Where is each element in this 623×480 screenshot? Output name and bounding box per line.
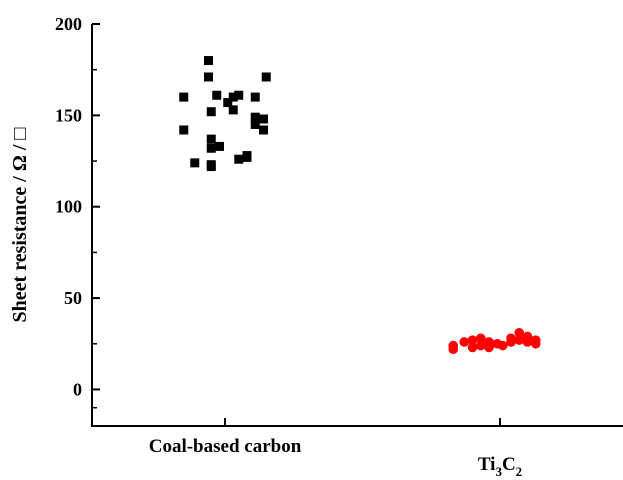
data-point-circle <box>467 335 478 345</box>
data-point-square <box>223 98 233 108</box>
data-point-square <box>228 105 238 115</box>
data-point-square <box>206 143 216 153</box>
data-point-square <box>215 141 224 151</box>
data-point-square <box>250 92 260 102</box>
y-tick-label: 150 <box>55 105 82 125</box>
data-point-square <box>261 72 271 82</box>
data-point-circle <box>514 328 525 338</box>
y-tick-label: 50 <box>64 288 82 308</box>
data-point-square <box>228 92 238 102</box>
data-point-square <box>250 112 260 122</box>
data-point-circle <box>467 342 478 353</box>
y-axis: 0 50 100 150 200 <box>55 14 100 409</box>
data-point-square <box>206 134 216 144</box>
data-point-square <box>179 92 189 102</box>
x-axis: Coal-based carbon Ti3C2 <box>149 418 522 479</box>
x-tick-label: Ti3C2 <box>478 454 522 479</box>
y-tick-label: 0 <box>73 379 82 399</box>
data-point-circle <box>530 335 541 345</box>
data-point-square <box>212 90 222 100</box>
data-point-circle <box>497 340 508 351</box>
x-tick-label: Coal-based carbon <box>149 436 302 457</box>
data-point-square <box>250 120 260 129</box>
data-point-circle <box>522 337 533 347</box>
data-point-square <box>204 56 213 66</box>
data-point-circle <box>475 333 486 344</box>
data-point-square <box>206 107 216 117</box>
data-point-circle <box>459 337 470 347</box>
data-point-square <box>179 125 189 135</box>
data-point-square <box>242 151 252 161</box>
plot-frame <box>91 24 623 427</box>
y-tick-label: 100 <box>55 197 82 217</box>
data-point-square <box>204 72 213 82</box>
data-point-square <box>259 125 268 135</box>
y-tick-label: 200 <box>55 14 82 34</box>
data-point-circle <box>506 333 516 344</box>
data-point-square <box>190 158 200 168</box>
data-point-square <box>259 114 268 124</box>
y-axis-label: Sheet resistance / Ω / □ <box>9 128 31 323</box>
data-point-circle <box>514 335 525 345</box>
data-point-circle <box>475 340 486 351</box>
data-point-circle <box>484 342 494 353</box>
data-point-circle <box>448 340 459 351</box>
data-point-square <box>206 162 216 172</box>
data-point-square <box>234 154 244 164</box>
series-layer <box>179 56 541 355</box>
data-point-square <box>234 90 244 100</box>
